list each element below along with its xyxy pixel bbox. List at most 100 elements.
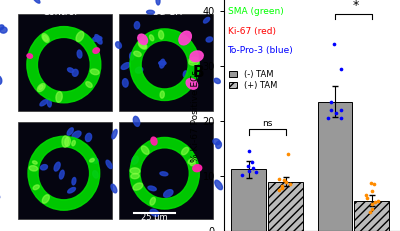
Bar	[354, 201, 389, 231]
Point	[333, 111, 340, 115]
Ellipse shape	[182, 147, 188, 155]
Ellipse shape	[216, 141, 222, 149]
Point	[279, 186, 286, 190]
Ellipse shape	[130, 52, 134, 60]
Ellipse shape	[72, 177, 76, 185]
Ellipse shape	[213, 139, 220, 145]
Ellipse shape	[90, 158, 94, 162]
Point	[276, 177, 282, 181]
Legend: (-) TAM, (+) TAM: (-) TAM, (+) TAM	[228, 69, 278, 91]
Ellipse shape	[150, 35, 154, 41]
Point	[246, 149, 252, 153]
Ellipse shape	[86, 133, 92, 142]
Ellipse shape	[188, 158, 196, 164]
Point	[239, 173, 246, 177]
Ellipse shape	[147, 10, 154, 14]
Ellipse shape	[91, 157, 98, 163]
Point	[338, 108, 345, 112]
FancyBboxPatch shape	[119, 122, 213, 219]
Text: A: A	[2, 5, 14, 20]
Ellipse shape	[27, 54, 32, 58]
Bar	[318, 102, 352, 231]
Ellipse shape	[159, 61, 166, 65]
Point	[287, 182, 293, 186]
Ellipse shape	[112, 129, 117, 139]
Ellipse shape	[40, 100, 48, 106]
Point	[252, 170, 259, 173]
FancyBboxPatch shape	[18, 122, 112, 219]
Point	[244, 164, 251, 168]
Ellipse shape	[65, 137, 70, 146]
Point	[280, 179, 287, 182]
Ellipse shape	[139, 42, 146, 48]
Ellipse shape	[92, 36, 102, 41]
Ellipse shape	[95, 35, 102, 44]
Ellipse shape	[193, 165, 202, 172]
Point	[276, 188, 282, 191]
Ellipse shape	[160, 172, 168, 176]
Ellipse shape	[76, 31, 84, 42]
Ellipse shape	[86, 82, 92, 88]
Text: ns: ns	[262, 119, 272, 128]
Ellipse shape	[179, 31, 191, 45]
Ellipse shape	[0, 27, 7, 33]
Point	[371, 182, 377, 186]
Ellipse shape	[68, 68, 74, 72]
Ellipse shape	[43, 35, 48, 41]
Ellipse shape	[206, 37, 212, 42]
Point	[367, 210, 373, 214]
Point	[338, 67, 344, 71]
Ellipse shape	[39, 85, 43, 90]
Point	[374, 199, 381, 203]
Ellipse shape	[72, 131, 81, 138]
Ellipse shape	[93, 171, 98, 178]
Point	[372, 201, 378, 204]
Ellipse shape	[32, 0, 40, 3]
Ellipse shape	[122, 79, 128, 87]
Point	[368, 207, 375, 211]
Ellipse shape	[77, 50, 82, 58]
Ellipse shape	[215, 180, 222, 190]
Ellipse shape	[148, 186, 156, 191]
Point	[327, 108, 334, 112]
Ellipse shape	[37, 84, 45, 92]
Text: 3d CH: 3d CH	[153, 7, 183, 17]
Point	[369, 202, 376, 205]
Point	[331, 42, 337, 46]
Point	[369, 190, 375, 193]
Ellipse shape	[67, 128, 73, 135]
Ellipse shape	[156, 0, 160, 5]
Ellipse shape	[151, 137, 157, 145]
Ellipse shape	[42, 34, 49, 42]
Point	[279, 184, 285, 188]
Point	[363, 193, 370, 197]
Ellipse shape	[47, 99, 51, 107]
Ellipse shape	[133, 183, 143, 190]
Text: (-) TAM: (-) TAM	[4, 45, 14, 80]
Point	[368, 181, 374, 184]
Ellipse shape	[0, 25, 4, 30]
Text: B: B	[192, 65, 204, 80]
Point	[285, 152, 291, 156]
Ellipse shape	[54, 162, 60, 171]
Point	[250, 166, 256, 170]
Text: Ki-67 (red): Ki-67 (red)	[228, 27, 276, 36]
Ellipse shape	[131, 173, 139, 179]
Point	[249, 160, 255, 164]
Ellipse shape	[60, 170, 64, 179]
Ellipse shape	[72, 140, 75, 146]
Ellipse shape	[189, 57, 198, 63]
FancyBboxPatch shape	[18, 14, 112, 111]
Ellipse shape	[190, 162, 196, 166]
Ellipse shape	[72, 69, 78, 76]
Ellipse shape	[160, 91, 164, 98]
Ellipse shape	[32, 161, 37, 164]
Ellipse shape	[68, 188, 76, 193]
Point	[364, 196, 370, 200]
Ellipse shape	[134, 22, 140, 29]
Point	[282, 180, 289, 183]
Ellipse shape	[111, 184, 117, 193]
Point	[246, 169, 252, 172]
Ellipse shape	[138, 41, 147, 49]
Text: *: *	[352, 0, 359, 12]
